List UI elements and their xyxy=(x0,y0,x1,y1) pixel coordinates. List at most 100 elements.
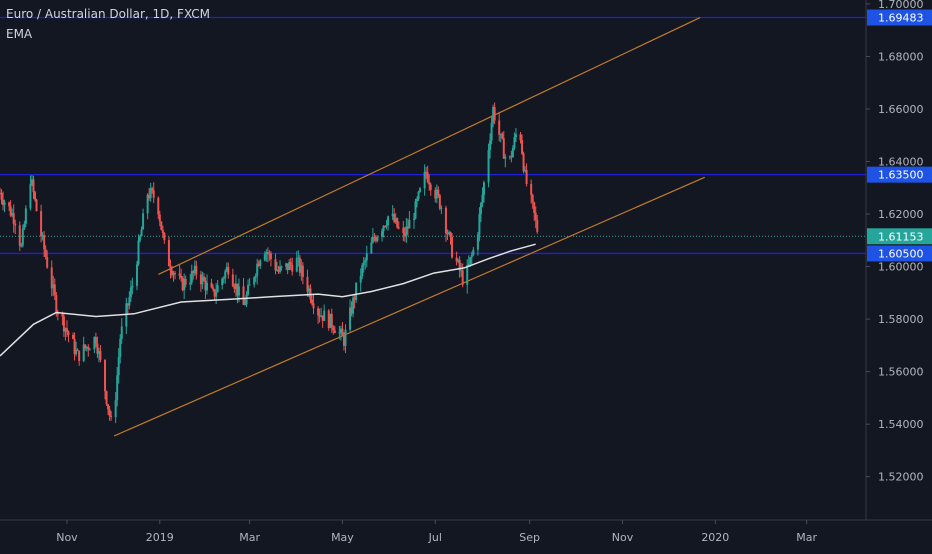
candle-body xyxy=(30,179,33,184)
price-label-bg xyxy=(867,245,932,262)
candle-body xyxy=(525,170,528,184)
candle-body xyxy=(73,338,76,355)
candle-body xyxy=(510,156,513,158)
candle-body xyxy=(384,226,387,228)
candle-body xyxy=(3,202,6,205)
candle-body xyxy=(492,107,495,124)
candle-body xyxy=(43,234,46,250)
candle-body xyxy=(157,197,160,215)
candle-body xyxy=(300,265,303,273)
candle-body xyxy=(167,240,170,267)
candle-body xyxy=(447,232,450,234)
candle-body xyxy=(245,294,248,305)
candle-body xyxy=(234,283,237,289)
candle-body xyxy=(247,284,250,295)
candle-body xyxy=(35,199,38,212)
candle-body xyxy=(149,188,152,199)
candle-body xyxy=(493,107,496,121)
y-tick-label: 1.56000 xyxy=(878,366,924,379)
candle-body xyxy=(195,265,198,275)
channel-line-upper xyxy=(158,17,701,275)
candle-body xyxy=(402,227,405,234)
price-label-bg xyxy=(867,9,932,26)
candle-body xyxy=(53,284,56,295)
candle-body xyxy=(376,237,379,241)
candle-body xyxy=(444,207,447,234)
price-label: 1.60500 xyxy=(878,247,924,260)
y-tick-label: 1.58000 xyxy=(878,313,924,326)
indicator-label[interactable]: EMA xyxy=(6,27,33,41)
candle-body xyxy=(440,207,443,209)
candle-body xyxy=(158,214,161,222)
candle-body xyxy=(423,171,426,189)
candle-body xyxy=(231,274,234,287)
candle-body xyxy=(65,328,68,332)
candle-body xyxy=(429,184,432,191)
candle-body xyxy=(301,265,304,277)
candle-body xyxy=(44,249,47,258)
candle-body xyxy=(275,269,278,271)
candle-body xyxy=(142,213,145,230)
candle-body xyxy=(461,270,464,285)
candle-body xyxy=(184,278,187,285)
x-tick-label: 2019 xyxy=(146,531,174,544)
candle-body xyxy=(96,343,99,354)
candle-body xyxy=(87,346,90,350)
candle-body xyxy=(213,289,216,297)
candle-body xyxy=(75,349,78,355)
candle-body xyxy=(387,216,390,226)
candle-body xyxy=(530,183,533,195)
candle-body xyxy=(353,297,356,300)
candle-body xyxy=(499,133,502,135)
y-tick-label: 1.52000 xyxy=(878,471,924,484)
candle-body xyxy=(489,140,492,151)
candle-body xyxy=(181,277,184,291)
candle-body xyxy=(72,334,75,339)
price-label-bg xyxy=(867,228,932,245)
horizontal-levels xyxy=(0,16,866,255)
candle-body xyxy=(470,254,473,258)
candle-body xyxy=(286,263,289,270)
candle-body xyxy=(307,288,310,292)
candle-body xyxy=(295,258,298,272)
candle-body xyxy=(405,226,408,237)
candle-body xyxy=(536,219,539,232)
candle-body xyxy=(9,206,12,216)
candle-body xyxy=(487,150,490,183)
y-tick-label: 1.54000 xyxy=(878,418,924,431)
x-tick-label: Sep xyxy=(519,531,540,544)
candle-body xyxy=(183,278,186,291)
candle-body xyxy=(478,214,481,235)
candle-body xyxy=(521,140,524,154)
candle-body xyxy=(374,238,377,241)
candle-body xyxy=(55,294,58,314)
candle-body xyxy=(32,179,35,193)
candle-body xyxy=(201,276,204,285)
candle-body xyxy=(248,284,251,286)
candle-body xyxy=(476,234,479,250)
candle-body xyxy=(8,202,11,207)
candle-body xyxy=(178,273,181,276)
candle-body xyxy=(451,236,454,258)
candle-body xyxy=(52,284,55,289)
candle-body xyxy=(128,297,131,306)
candle-body xyxy=(254,275,257,278)
candle-body xyxy=(114,400,117,418)
candle-body xyxy=(18,225,21,246)
candle-body xyxy=(78,350,81,361)
candle-body xyxy=(425,171,428,173)
price-label-bg xyxy=(867,166,932,183)
candle-body xyxy=(253,277,256,285)
candle-body xyxy=(20,245,23,247)
candle-body xyxy=(116,375,119,401)
candle-body xyxy=(105,391,108,405)
candle-body xyxy=(323,310,326,321)
candle-body xyxy=(139,236,142,241)
candle-body xyxy=(361,265,364,277)
candle-body xyxy=(437,189,440,196)
candle-body xyxy=(524,170,527,172)
candle-body xyxy=(435,189,438,199)
candle-body xyxy=(24,208,27,224)
